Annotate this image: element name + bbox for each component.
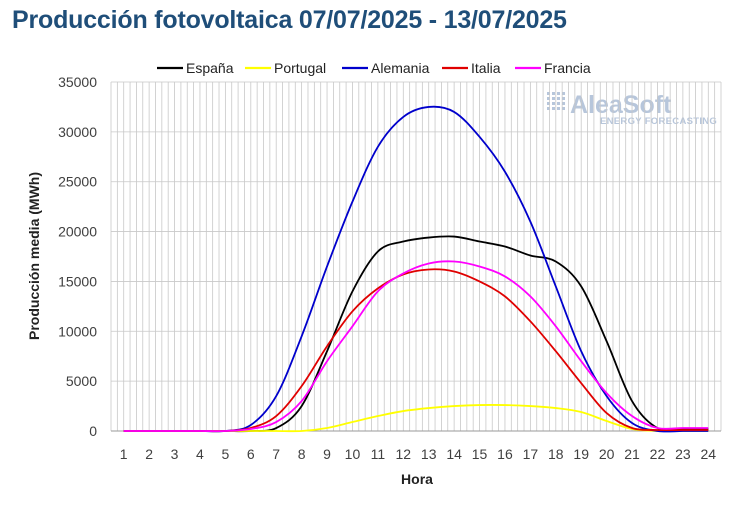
x-tick-label: 20 — [599, 446, 615, 462]
aleasoft-logo-dots — [547, 92, 565, 110]
aleasoft-logo-subtext: ENERGY FORECASTING — [600, 116, 717, 127]
x-tick-label: 18 — [548, 446, 564, 462]
x-tick-label: 1 — [120, 446, 128, 462]
x-axis-ticks: 1 2 3 4 5 6 7 8 9 10 11 12 13 14 15 16 17 18 19 20 21 22 23 24 — [120, 446, 716, 462]
legend-label-francia: Francia — [544, 60, 591, 76]
legend-label-alemania: Alemania — [371, 60, 430, 76]
y-tick-label: 15000 — [58, 273, 97, 289]
chart-title: Producción fotovoltaica 07/07/2025 - 13/… — [12, 6, 567, 34]
x-tick-label: 15 — [472, 446, 488, 462]
y-tick-label: 20000 — [58, 224, 97, 240]
y-tick-label: 10000 — [58, 323, 97, 339]
y-axis-title: Producción media (MWh) — [26, 172, 42, 340]
x-tick-label: 3 — [171, 446, 179, 462]
x-tick-label: 13 — [421, 446, 437, 462]
x-axis-title: Hora — [401, 471, 433, 487]
x-tick-label: 8 — [298, 446, 306, 462]
x-tick-label: 19 — [573, 446, 589, 462]
grid — [110, 81, 722, 432]
x-tick-label: 10 — [345, 446, 361, 462]
y-tick-label: 35000 — [58, 74, 97, 90]
legend-label-italia: Italia — [471, 60, 501, 76]
y-axis-ticks: 0 5000 10000 15000 20000 25000 30000 35000 — [58, 74, 97, 439]
x-tick-label: 22 — [650, 446, 666, 462]
x-tick-label: 4 — [196, 446, 204, 462]
series-lines — [123, 105, 709, 433]
legend-label-españa: España — [186, 60, 234, 76]
y-tick-label: 30000 — [58, 124, 97, 140]
series-line-francia — [123, 260, 709, 433]
y-tick-label: 5000 — [66, 373, 97, 389]
x-tick-label: 5 — [221, 446, 229, 462]
x-tick-label: 2 — [145, 446, 153, 462]
x-tick-label: 17 — [523, 446, 539, 462]
x-tick-label: 11 — [371, 446, 386, 462]
aleasoft-logo-text: AleaSoft — [570, 91, 672, 119]
legend-label-portugal: Portugal — [274, 60, 326, 76]
x-tick-label: 7 — [272, 446, 280, 462]
x-tick-label: 21 — [624, 446, 640, 462]
x-tick-label: 6 — [247, 446, 255, 462]
x-tick-label: 24 — [701, 446, 717, 462]
x-tick-label: 12 — [396, 446, 412, 462]
x-tick-label: 9 — [323, 446, 331, 462]
x-tick-label: 14 — [446, 446, 462, 462]
y-tick-label: 0 — [89, 423, 97, 439]
x-tick-label: 16 — [497, 446, 513, 462]
y-tick-label: 25000 — [58, 174, 97, 190]
x-tick-label: 23 — [675, 446, 691, 462]
legend: España Portugal Alemania Italia Francia — [157, 60, 591, 76]
aleasoft-logo: AleaSoft ENERGY FORECASTING — [547, 91, 717, 127]
